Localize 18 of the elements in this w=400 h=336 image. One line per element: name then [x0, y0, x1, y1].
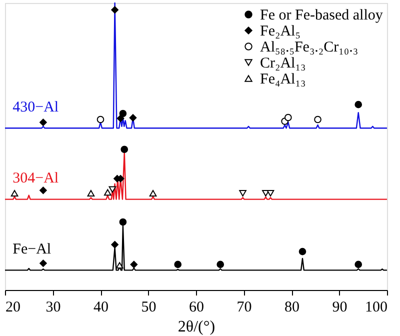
legend-label: Fe₂Al₅	[260, 24, 300, 40]
x-tick-label: 40	[94, 300, 108, 316]
x-tick-label: 50	[141, 300, 156, 316]
series-label: 430−Al	[12, 99, 59, 116]
legend-label: Cr₂Al₁₃	[260, 56, 306, 72]
series-label: Fe−Al	[12, 241, 52, 258]
x-tick-label: 100	[365, 300, 388, 316]
x-axis-title: 2θ/(°)	[178, 318, 216, 336]
legend-label: Fe₄Al₁₃	[260, 72, 306, 88]
x-tick-label: 20	[6, 300, 20, 316]
x-tick-label: 90	[332, 300, 348, 316]
x-tick-label: 80	[284, 300, 300, 316]
x-tick-label: 30	[46, 300, 61, 316]
legend-label: Al₅₈.₅Fe₃.₂Cr₁₀.₃	[260, 40, 358, 56]
series-label: 304−Al	[12, 170, 59, 187]
x-tick-label: 70	[236, 300, 252, 316]
legend-label: Fe or Fe-based alloy	[260, 8, 384, 24]
x-tick-label: 60	[189, 300, 204, 316]
